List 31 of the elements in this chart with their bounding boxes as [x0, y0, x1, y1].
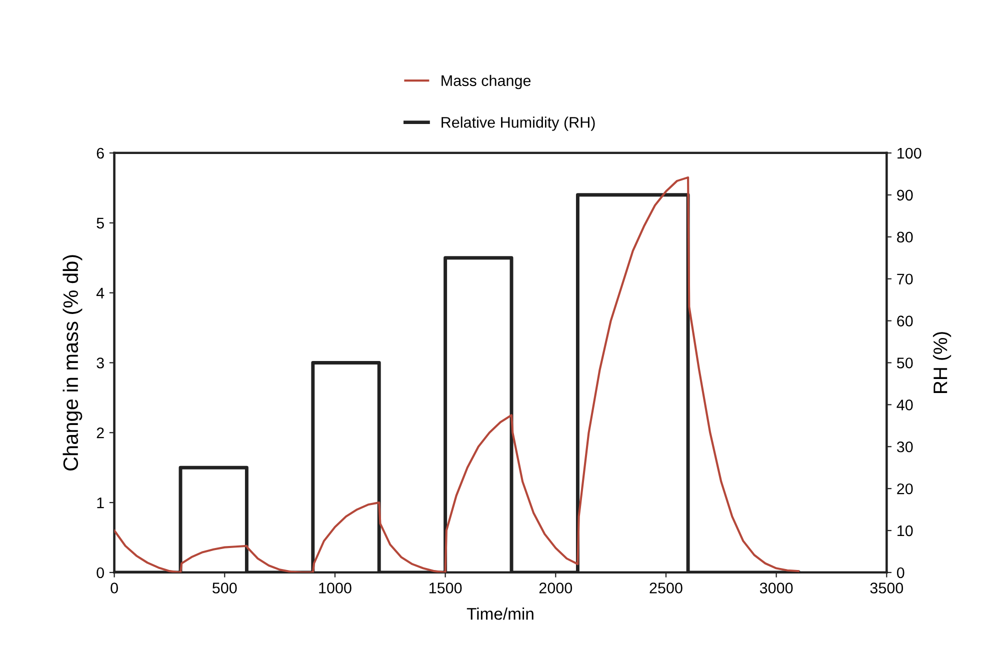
- legend-label: Relative Humidity (RH): [442, 116, 595, 131]
- x-tick-label: 2500: [650, 582, 682, 594]
- y2-tick-label: 100: [898, 148, 922, 159]
- y-tick-label: 0: [96, 567, 104, 578]
- y2-tick-label: 90: [897, 190, 913, 201]
- y-tick-label: 6: [96, 148, 104, 159]
- y-tick-label: 1: [97, 498, 104, 508]
- y2-tick-label: 70: [897, 274, 913, 285]
- y-tick-label: 4: [96, 288, 104, 298]
- x-tick-label: 3500: [870, 582, 904, 594]
- y2-axis-title: RH (%): [932, 332, 952, 393]
- y2-tick-label: 10: [898, 525, 913, 536]
- x-tick-label: 0: [110, 582, 118, 594]
- y2-tick-label: 0: [896, 567, 904, 578]
- legend-label: Mass change: [442, 74, 531, 90]
- x-tick-label: 2000: [539, 582, 572, 594]
- y-axis-title: Change in mass (% db): [62, 255, 82, 471]
- y2-tick-label: 80: [897, 232, 913, 243]
- x-axis-title: Time/min: [466, 608, 534, 620]
- y-tick-label: 5: [96, 218, 104, 229]
- y2-tick-label: 40: [896, 400, 913, 410]
- x-tick-label: 3000: [760, 582, 793, 594]
- x-tick-label: 1500: [429, 582, 462, 594]
- y2-tick-label: 50: [896, 358, 913, 368]
- y-tick-label: 2: [96, 428, 104, 438]
- y2-tick-label: 30: [896, 441, 913, 452]
- x-tick-label: 500: [212, 582, 237, 594]
- x-tick-label: 1000: [319, 582, 352, 594]
- y2-tick-label: 60: [897, 316, 913, 326]
- y-tick-label: 3: [96, 358, 104, 368]
- y2-tick-label: 20: [897, 483, 913, 494]
